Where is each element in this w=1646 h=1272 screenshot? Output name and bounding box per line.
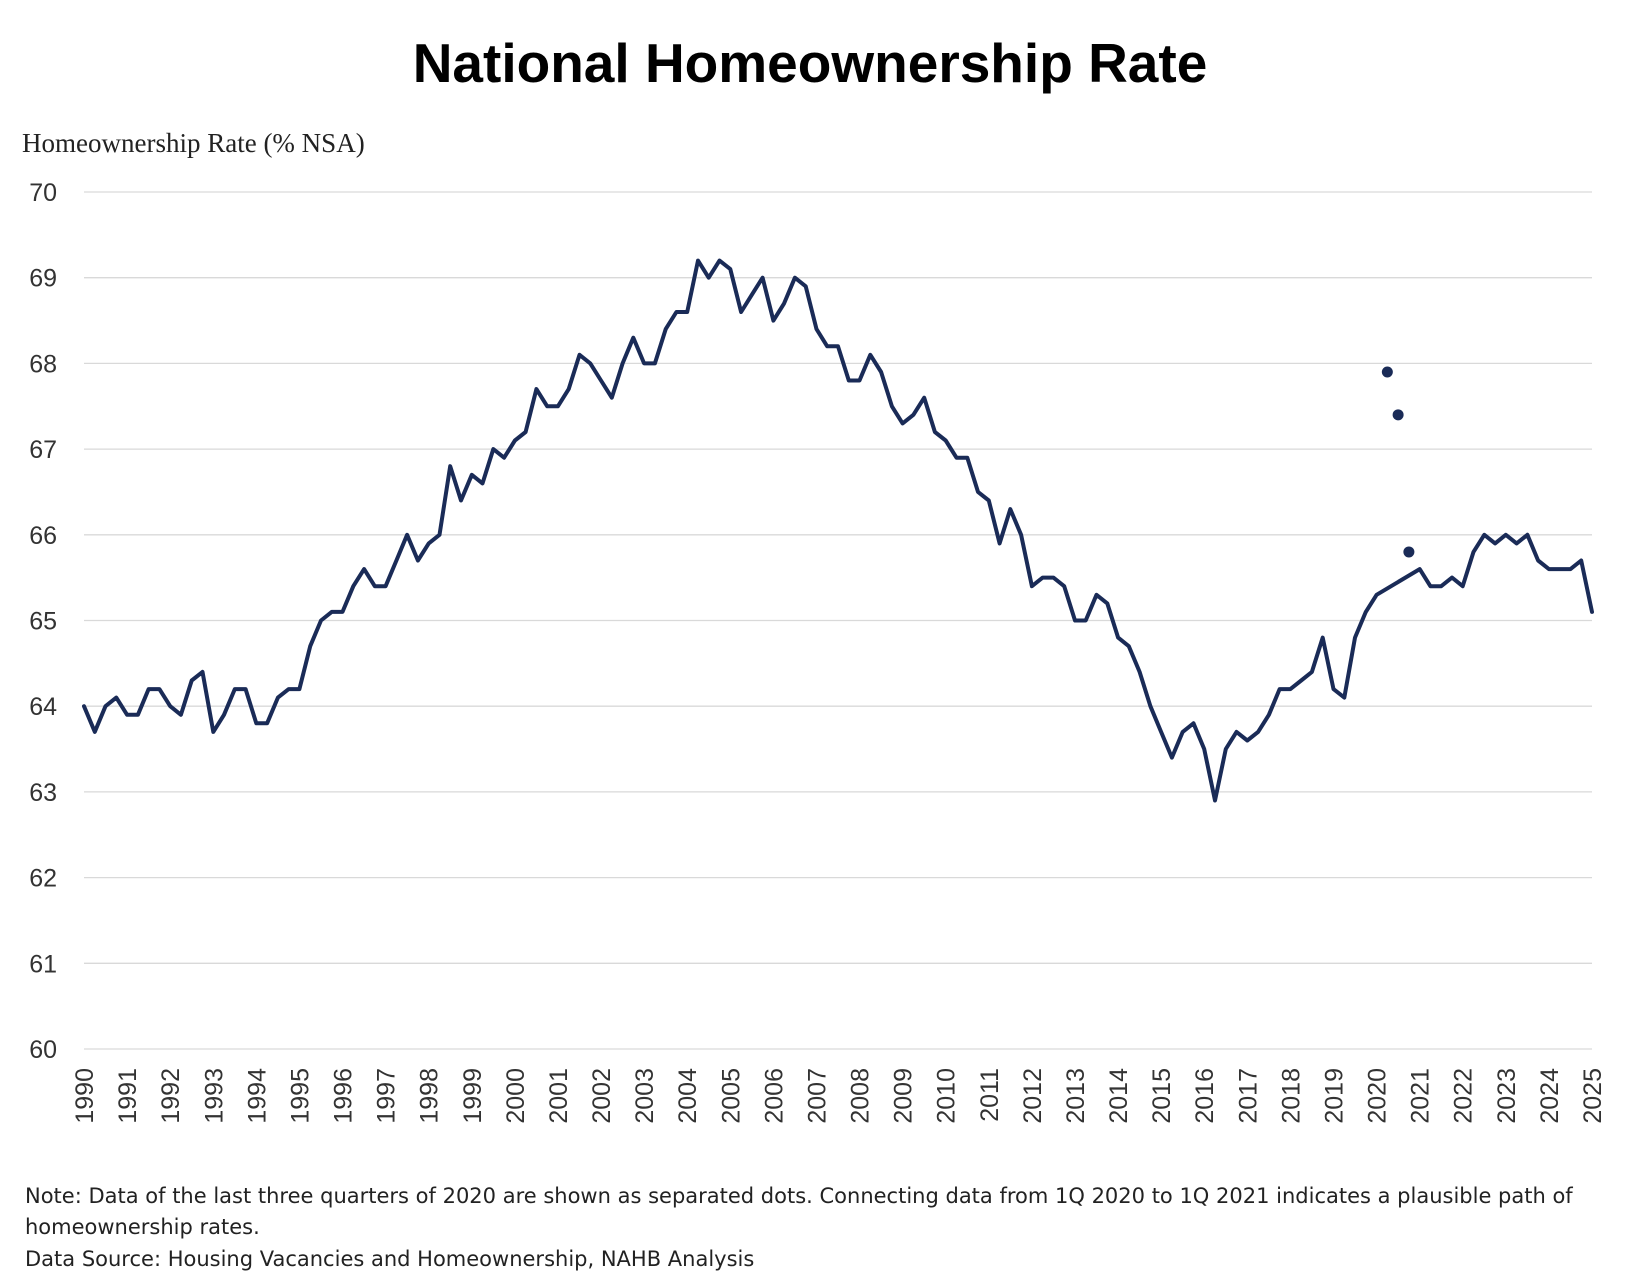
x-tick-label: 2024 (1536, 1068, 1564, 1124)
chart-title: National Homeownership Rate (413, 32, 1208, 94)
y-tick-label: 69 (29, 265, 57, 293)
y-tick-label: 65 (29, 608, 57, 636)
x-tick-label: 2008 (847, 1068, 875, 1124)
y-tick-label: 68 (29, 350, 57, 378)
x-tick-label: 1995 (286, 1068, 314, 1124)
separated-data-dot (1381, 366, 1393, 378)
series-layer (82, 258, 1594, 803)
x-tick-label: 2007 (803, 1068, 831, 1124)
separated-data-dot (1392, 409, 1404, 421)
x-tick-label: 1993 (200, 1068, 228, 1124)
y-tick-label: 62 (29, 865, 57, 893)
x-tick-label: 2022 (1450, 1068, 1478, 1124)
x-tick-label: 2005 (717, 1068, 745, 1124)
x-tick-labels: 1990 1991 1992 1993 1994 1995 1996 1997 1998 1999… (71, 1068, 1607, 1124)
x-tick-label: 2016 (1191, 1068, 1219, 1124)
separated-data-dot (1403, 546, 1415, 558)
x-tick-label: 2020 (1364, 1068, 1392, 1124)
x-tick-label: 2018 (1277, 1068, 1305, 1124)
x-tick-label: 2006 (760, 1068, 788, 1124)
x-tick-label: 2017 (1234, 1068, 1262, 1124)
x-tick-label: 2015 (1148, 1068, 1176, 1124)
x-tick-label: 2023 (1493, 1068, 1521, 1124)
x-tick-label: 1992 (157, 1068, 185, 1124)
y-tick-label: 63 (29, 779, 57, 807)
y-axis-label: Homeownership Rate (% NSA) (22, 128, 365, 158)
y-tick-label: 61 (29, 950, 57, 978)
x-tick-label: 2013 (1062, 1068, 1090, 1124)
x-tick-label: 2010 (933, 1068, 961, 1124)
note-line-2: homeownership rates. (25, 1215, 260, 1239)
x-tick-label: 1996 (330, 1068, 358, 1124)
y-tick-label: 67 (29, 436, 57, 464)
y-tick-label: 70 (29, 179, 57, 207)
x-tick-label: 2012 (1019, 1068, 1047, 1124)
y-tick-label: 66 (29, 522, 57, 550)
y-tick-label: 60 (29, 1036, 57, 1064)
x-tick-label: 2021 (1407, 1068, 1435, 1124)
x-tick-label: 1999 (459, 1068, 487, 1124)
x-tick-label: 2025 (1579, 1068, 1607, 1124)
y-tick-label: 64 (29, 693, 57, 721)
gridlines (84, 191, 1592, 1050)
x-tick-label: 1991 (114, 1068, 142, 1124)
note-line-1: Note: Data of the last three quarters of… (25, 1184, 1573, 1208)
x-tick-label: 2019 (1320, 1068, 1348, 1124)
x-tick-label: 2002 (588, 1068, 616, 1124)
x-tick-label: 2003 (631, 1068, 659, 1124)
data-source: Data Source: Housing Vacancies and Homeo… (25, 1247, 754, 1271)
x-tick-label: 1990 (71, 1068, 99, 1124)
x-tick-label: 1994 (243, 1068, 271, 1124)
x-tick-label: 2001 (545, 1068, 573, 1124)
separated-dots (1381, 366, 1415, 558)
x-tick-label: 2004 (674, 1068, 702, 1124)
x-tick-label: 1997 (373, 1068, 401, 1124)
x-tick-label: 2009 (890, 1068, 918, 1124)
x-tick-label: 1998 (416, 1068, 444, 1124)
x-tick-label: 2000 (502, 1068, 530, 1124)
homeownership-rate-line (82, 258, 1594, 803)
x-tick-label: 2014 (1105, 1068, 1133, 1124)
y-tick-labels: 60 61 62 63 64 65 66 67 68 69 70 (29, 179, 57, 1064)
x-tick-label: 2011 (976, 1068, 1004, 1122)
